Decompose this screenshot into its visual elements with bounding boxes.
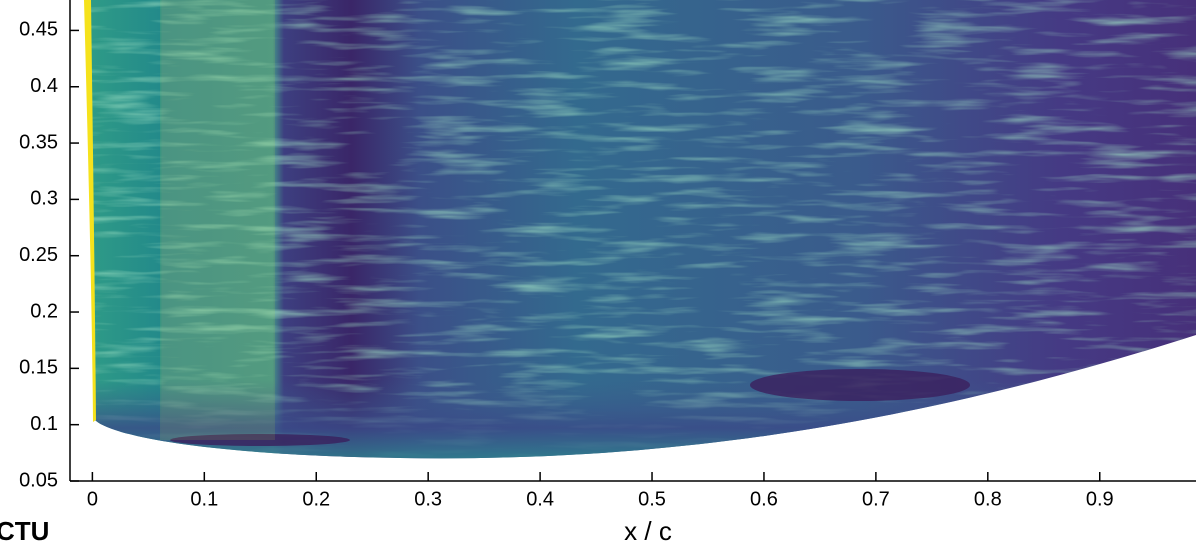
y-tick-label: 0.15: [19, 357, 58, 379]
y-tick-label: 0.4: [30, 75, 58, 97]
x-tick-label: 0.1: [190, 488, 218, 510]
x-tick-label: 0.3: [414, 488, 442, 510]
y-tick-label: 0.3: [30, 188, 58, 210]
x-axis-title: x / c: [624, 516, 672, 546]
x-tick-label: 0: [87, 488, 98, 510]
x-tick-label: 0.5: [638, 488, 666, 510]
x-tick-label: 0.8: [974, 488, 1002, 510]
y-tick-label: 0.1: [30, 413, 58, 435]
y-tick-label: 0.45: [19, 19, 58, 41]
y-tick-label: 0.25: [19, 244, 58, 266]
annotation: CTU: [0, 516, 49, 546]
contour-field: [84, 0, 1196, 459]
x-tick-label: 0.6: [750, 488, 778, 510]
x-tick-label: 0.9: [1086, 488, 1114, 510]
x-tick-label: 0.2: [302, 488, 330, 510]
x-tick-label: 0.4: [526, 488, 554, 510]
x-tick-label: 0.7: [862, 488, 890, 510]
y-tick-label: 0.35: [19, 131, 58, 153]
y-tick-label: 0.05: [19, 469, 58, 491]
y-tick-label: 0.2: [30, 300, 58, 322]
